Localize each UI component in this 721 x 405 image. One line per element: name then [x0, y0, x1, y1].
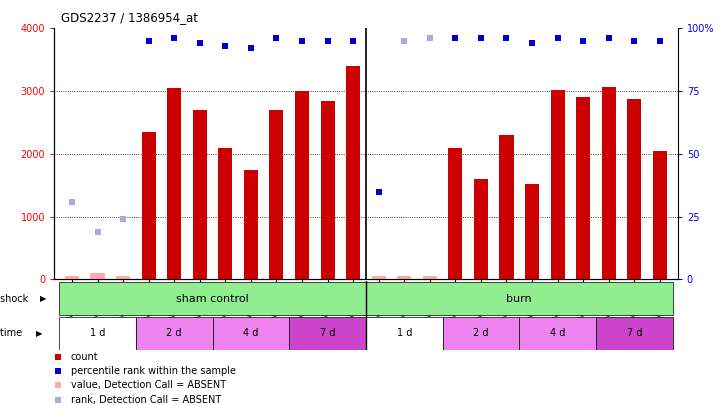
- Bar: [500, 135, 513, 279]
- Text: shock: shock: [0, 294, 32, 304]
- Bar: [167, 88, 181, 279]
- Text: GDS2237 / 1386954_at: GDS2237 / 1386954_at: [61, 11, 198, 24]
- Point: [296, 38, 308, 44]
- Point: [52, 354, 63, 360]
- FancyBboxPatch shape: [519, 317, 596, 350]
- Point: [475, 35, 487, 42]
- Bar: [423, 276, 437, 279]
- Text: rank, Detection Call = ABSENT: rank, Detection Call = ABSENT: [71, 394, 221, 405]
- Bar: [321, 100, 335, 279]
- Point: [118, 216, 129, 222]
- Point: [66, 198, 78, 205]
- FancyBboxPatch shape: [289, 317, 366, 350]
- Text: ▶: ▶: [36, 328, 43, 338]
- Text: 7 d: 7 d: [320, 328, 335, 338]
- Point: [52, 382, 63, 388]
- Text: 1 d: 1 d: [90, 328, 105, 338]
- FancyBboxPatch shape: [443, 317, 519, 350]
- Point: [629, 38, 640, 44]
- Point: [143, 38, 154, 44]
- Point: [169, 35, 180, 42]
- Bar: [116, 276, 130, 279]
- Bar: [653, 151, 667, 279]
- FancyBboxPatch shape: [366, 317, 443, 350]
- Point: [578, 38, 589, 44]
- FancyBboxPatch shape: [596, 317, 673, 350]
- FancyBboxPatch shape: [59, 317, 136, 350]
- Bar: [602, 87, 616, 279]
- Point: [603, 35, 614, 42]
- Point: [552, 35, 563, 42]
- Point: [500, 35, 512, 42]
- Bar: [371, 276, 386, 279]
- Text: count: count: [71, 352, 99, 362]
- Text: 4 d: 4 d: [243, 328, 259, 338]
- Text: ▶: ▶: [40, 294, 46, 303]
- Text: percentile rank within the sample: percentile rank within the sample: [71, 366, 236, 376]
- Text: time: time: [0, 328, 25, 338]
- Bar: [448, 148, 462, 279]
- Bar: [91, 273, 105, 279]
- Point: [52, 368, 63, 374]
- Bar: [525, 184, 539, 279]
- Text: burn: burn: [506, 294, 532, 304]
- FancyBboxPatch shape: [59, 282, 366, 315]
- Bar: [627, 99, 641, 279]
- Bar: [244, 170, 258, 279]
- Text: 4 d: 4 d: [550, 328, 565, 338]
- FancyBboxPatch shape: [213, 317, 289, 350]
- Text: 2 d: 2 d: [167, 328, 182, 338]
- FancyBboxPatch shape: [366, 282, 673, 315]
- Bar: [397, 276, 411, 279]
- Point: [654, 38, 665, 44]
- Point: [52, 396, 63, 403]
- Bar: [295, 91, 309, 279]
- Point: [526, 40, 538, 47]
- Point: [270, 35, 282, 42]
- Text: sham control: sham control: [176, 294, 249, 304]
- Point: [194, 40, 205, 47]
- Bar: [141, 132, 156, 279]
- Point: [245, 45, 257, 52]
- Point: [92, 228, 103, 235]
- Text: 7 d: 7 d: [627, 328, 642, 338]
- Bar: [576, 98, 590, 279]
- FancyBboxPatch shape: [136, 317, 213, 350]
- Point: [450, 35, 461, 42]
- Text: 2 d: 2 d: [473, 328, 489, 338]
- Bar: [193, 110, 207, 279]
- Point: [322, 38, 333, 44]
- Bar: [270, 110, 283, 279]
- Bar: [346, 66, 360, 279]
- Text: 1 d: 1 d: [397, 328, 412, 338]
- Bar: [218, 148, 232, 279]
- Point: [424, 35, 435, 42]
- Bar: [474, 179, 488, 279]
- Point: [348, 38, 359, 44]
- Point: [399, 38, 410, 44]
- Bar: [65, 276, 79, 279]
- Text: value, Detection Call = ABSENT: value, Detection Call = ABSENT: [71, 380, 226, 390]
- Point: [220, 43, 231, 49]
- Bar: [551, 90, 565, 279]
- Point: [373, 188, 384, 195]
